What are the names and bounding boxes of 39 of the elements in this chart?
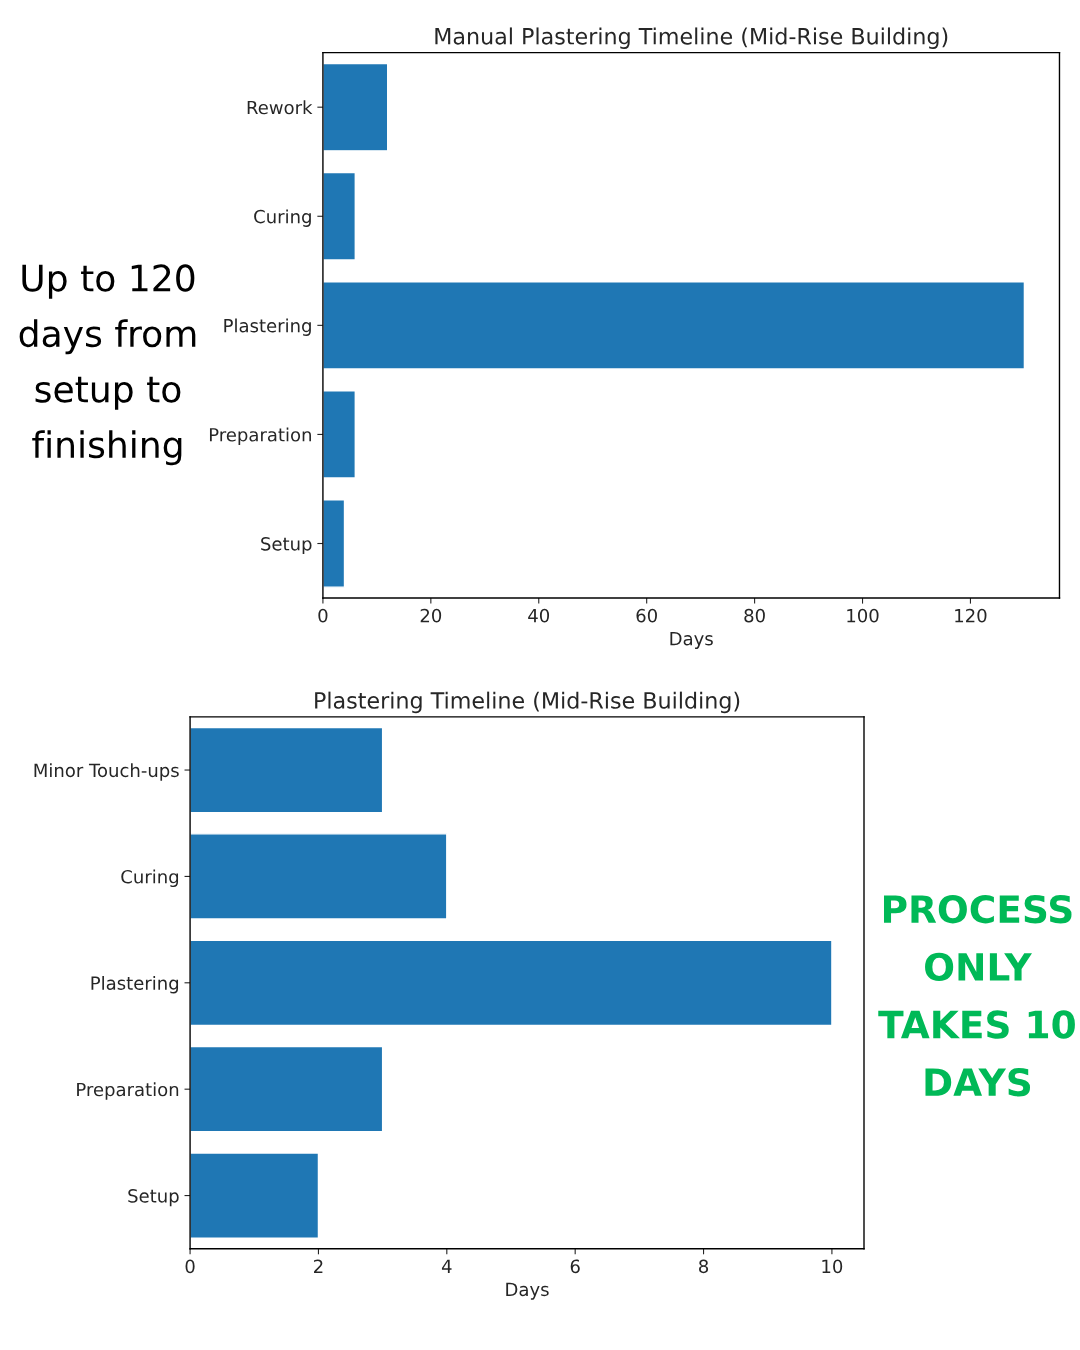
bar — [322, 62, 389, 152]
y-tick-label: Preparation — [77, 1082, 179, 1100]
bar — [190, 1045, 384, 1133]
x-tick-label: 60 — [636, 608, 657, 623]
bar — [322, 499, 346, 588]
chart-title: Manual Plastering Timeline (Mid-Rise Building) — [435, 27, 948, 49]
bar — [190, 726, 384, 814]
bar — [190, 939, 833, 1027]
bar — [190, 1152, 320, 1239]
x-tick-label: 6 — [570, 1259, 580, 1274]
x-tick-label: 2 — [314, 1259, 323, 1273]
y-tick-label: Curing — [254, 209, 311, 227]
y-tick-label: Curing — [121, 869, 179, 888]
y-tick-label: Plastering — [224, 318, 311, 336]
bar — [322, 281, 1026, 370]
x-tick-label: 8 — [699, 1259, 709, 1274]
bar — [190, 833, 448, 920]
x-axis-title: Days — [670, 632, 713, 649]
y-tick-label: Setup — [128, 1189, 179, 1207]
y-tick-label: Minor Touch-ups — [34, 763, 179, 781]
chart-title: Plastering Timeline (Mid-Rise Building) — [315, 691, 740, 714]
x-tick-label: 0 — [185, 1259, 195, 1274]
x-tick-label: 0 — [318, 608, 328, 623]
x-tick-label: 40 — [528, 608, 550, 623]
y-tick-label: Preparation — [209, 427, 311, 446]
y-tick-label: Plastering — [91, 975, 179, 994]
x-tick-label: 120 — [955, 608, 987, 623]
bar — [322, 171, 356, 261]
x-axis-title: Days — [506, 1282, 549, 1300]
y-tick-label: Setup — [261, 536, 312, 555]
x-tick-label: 20 — [420, 608, 442, 623]
y-tick-label: Rework — [247, 100, 313, 115]
text: PROCESS ONLY TAKES 10 DAYS — [878, 895, 1075, 1097]
bar — [322, 390, 356, 479]
x-tick-label: 100 — [847, 608, 879, 623]
x-tick-label: 4 — [441, 1259, 452, 1273]
x-tick-label: 80 — [744, 608, 765, 623]
text: Up to 120 days from setup to finishing — [19, 264, 196, 466]
x-tick-label: 10 — [822, 1259, 843, 1274]
